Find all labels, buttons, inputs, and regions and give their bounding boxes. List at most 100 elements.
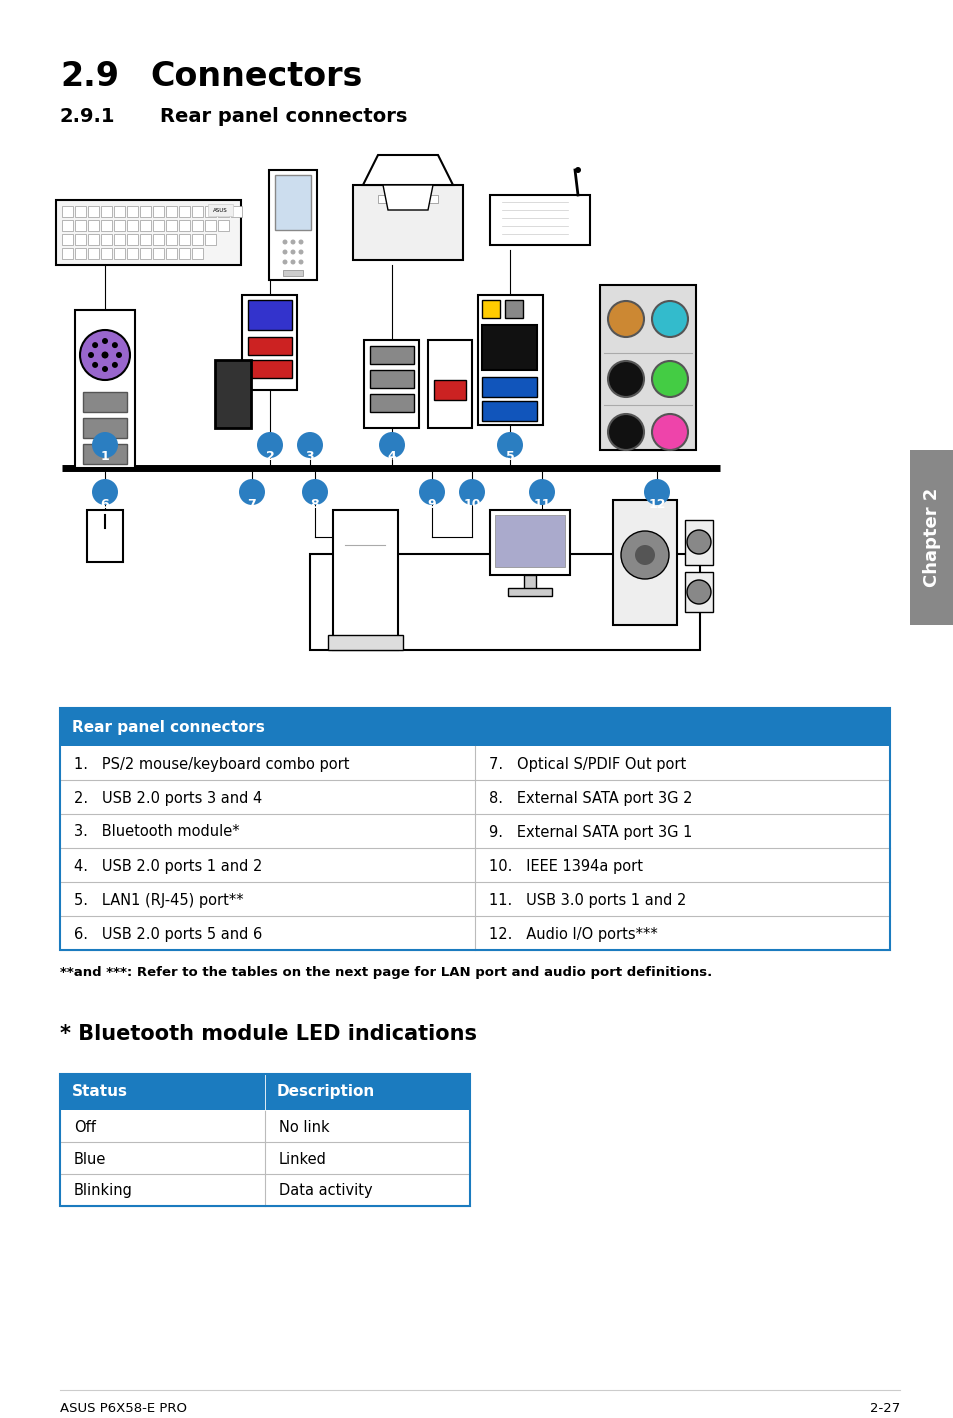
Text: 1: 1 [100, 451, 110, 464]
Polygon shape [363, 155, 453, 184]
Circle shape [651, 301, 687, 337]
Circle shape [298, 250, 303, 254]
Text: 2.9.1: 2.9.1 [60, 106, 115, 126]
Bar [75, 220, 86, 231]
Bar [179, 220, 190, 231]
Bar [248, 360, 292, 379]
Text: 12.   Audio I/O ports***: 12. Audio I/O ports*** [489, 926, 657, 942]
Bar [60, 848, 889, 882]
Bar [75, 206, 86, 217]
Circle shape [291, 240, 295, 244]
Bar [481, 325, 537, 370]
Bar [377, 196, 437, 203]
Text: 8.   External SATA port 3G 2: 8. External SATA port 3G 2 [489, 790, 692, 805]
Bar [166, 206, 177, 217]
Bar [113, 234, 125, 245]
Bar [269, 170, 316, 279]
Circle shape [458, 479, 484, 505]
Bar [242, 295, 296, 390]
Bar [113, 206, 125, 217]
Circle shape [607, 301, 643, 337]
Text: 5.   LAN1 (RJ-45) port**: 5. LAN1 (RJ-45) port** [74, 892, 243, 908]
Bar [88, 248, 99, 259]
Bar [140, 234, 151, 245]
Bar [60, 916, 889, 950]
Circle shape [497, 432, 522, 458]
Circle shape [607, 362, 643, 397]
Bar [192, 234, 203, 245]
Bar [370, 370, 414, 389]
Bar [60, 814, 889, 848]
Circle shape [620, 530, 668, 579]
Bar [152, 206, 164, 217]
Text: 2.   USB 2.0 ports 3 and 4: 2. USB 2.0 ports 3 and 4 [74, 790, 262, 805]
Bar [60, 1141, 470, 1174]
Circle shape [91, 432, 118, 458]
Circle shape [101, 352, 109, 359]
Bar [205, 206, 215, 217]
Bar [60, 1073, 470, 1205]
Text: **and ***: Refer to the tables on the next page for LAN port and audio port defi: **and ***: Refer to the tables on the ne… [60, 966, 712, 978]
Text: 3: 3 [305, 451, 314, 464]
Text: No link: No link [278, 1119, 330, 1134]
Bar [370, 394, 414, 413]
Text: Off: Off [74, 1119, 95, 1134]
Text: 2-27: 2-27 [869, 1402, 899, 1415]
Bar [208, 204, 233, 216]
Bar [909, 450, 953, 625]
Bar [166, 234, 177, 245]
Bar [333, 510, 397, 649]
Text: 6: 6 [101, 498, 110, 510]
Circle shape [651, 362, 687, 397]
Bar [83, 418, 127, 438]
Text: Description: Description [276, 1083, 375, 1099]
Circle shape [291, 250, 295, 254]
Bar [83, 391, 127, 413]
Bar [481, 401, 537, 421]
Text: Chapter 2: Chapter 2 [923, 488, 940, 587]
Circle shape [529, 479, 555, 505]
Bar [62, 206, 73, 217]
Bar [62, 220, 73, 231]
Bar [192, 248, 203, 259]
Bar [60, 1110, 470, 1141]
Text: 9.   External SATA port 3G 1: 9. External SATA port 3G 1 [489, 824, 692, 839]
Text: Connectors: Connectors [150, 60, 362, 94]
Bar [248, 301, 292, 330]
Text: Data activity: Data activity [278, 1184, 373, 1198]
Bar [101, 234, 112, 245]
Bar [328, 635, 402, 649]
Bar [434, 380, 465, 400]
Circle shape [298, 240, 303, 244]
Circle shape [112, 342, 118, 347]
Bar [179, 234, 190, 245]
Bar [60, 708, 889, 746]
Bar [205, 234, 215, 245]
Text: Blue: Blue [74, 1151, 107, 1167]
Bar [684, 520, 712, 564]
Bar [60, 1073, 470, 1110]
Bar [87, 510, 123, 562]
Circle shape [92, 342, 98, 347]
Bar [88, 234, 99, 245]
Circle shape [686, 530, 710, 554]
Bar [274, 174, 311, 230]
Bar [113, 248, 125, 259]
Bar [166, 220, 177, 231]
Bar [507, 588, 552, 596]
Circle shape [378, 432, 405, 458]
Text: 1.   PS/2 mouse/keyboard combo port: 1. PS/2 mouse/keyboard combo port [74, 756, 349, 771]
Text: 9: 9 [427, 498, 436, 510]
Bar [490, 510, 569, 576]
Bar [75, 311, 135, 468]
Bar [481, 301, 499, 318]
Bar [218, 220, 229, 231]
Text: 7.   Optical S/PDIF Out port: 7. Optical S/PDIF Out port [489, 756, 685, 771]
Text: 10: 10 [463, 498, 480, 510]
Bar [481, 377, 537, 397]
Text: * Bluetooth module LED indications: * Bluetooth module LED indications [60, 1024, 476, 1044]
Circle shape [643, 479, 669, 505]
Circle shape [88, 352, 94, 357]
Bar [127, 248, 138, 259]
Bar [428, 340, 472, 428]
